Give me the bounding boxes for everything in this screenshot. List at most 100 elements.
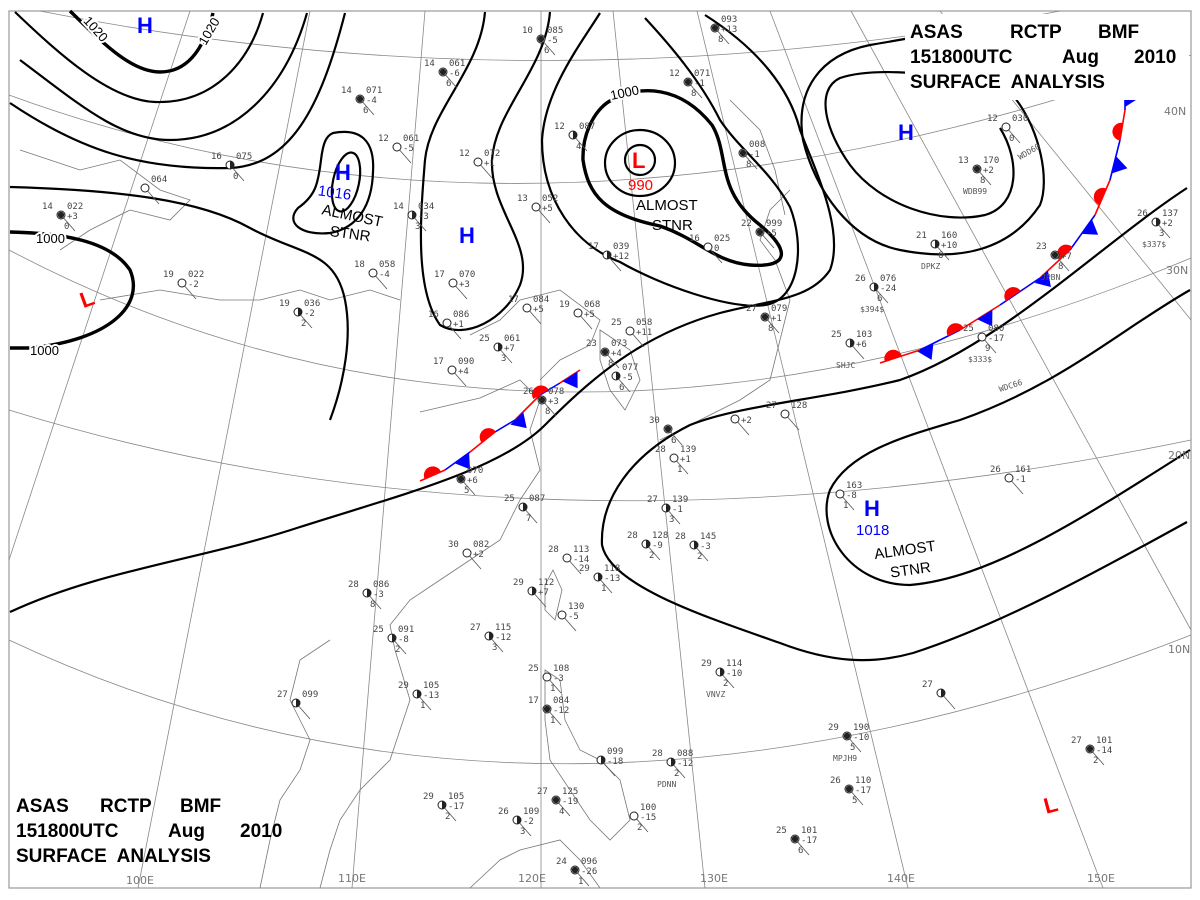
sky-cover-icon [730, 414, 740, 424]
station-plot: 19 068+5 [559, 300, 600, 330]
sky-cover-fill [684, 78, 692, 86]
station-plot: 23 073+48 [586, 339, 627, 369]
station-pressure: 082 [473, 540, 489, 550]
isobar [800, 28, 1045, 256]
sky-cover-fill [537, 35, 545, 43]
station-id: WDB99 [963, 187, 987, 196]
sky-cover-icon [447, 365, 457, 375]
station-plot: 27 128 [766, 401, 807, 431]
sky-cover-icon [629, 811, 639, 821]
stationary-front [419, 369, 581, 482]
sky-cover-fill [935, 240, 939, 248]
station-plot: 28 128-92 [627, 531, 668, 561]
station-pressure: 086 [453, 310, 469, 320]
sky-cover-fill [356, 95, 364, 103]
station-value: 5 [464, 486, 469, 496]
header-top-right: ASAS RCTP BMF 151800UTC Aug 2010 SURFACE… [905, 14, 1189, 100]
sky-cover-icon [473, 157, 483, 167]
sky-cover-fill [57, 211, 65, 219]
station-value: 7 [526, 514, 531, 524]
isobars [9, 9, 1191, 662]
station-plot: 26 137+23$337$ [1137, 209, 1178, 249]
station-plot: 27 125-194 [537, 787, 578, 817]
station-plot: 29 105-131 [398, 681, 439, 711]
stationarity-note: STNR [889, 559, 932, 582]
station-temperature: 29 [579, 564, 590, 574]
station-pressure: 068 [584, 300, 600, 310]
station-tendency: -14 [1096, 746, 1112, 756]
sky-cover-fill [298, 308, 302, 316]
station-temperature: 29 [398, 681, 409, 691]
station-tendency: +13 [721, 25, 737, 35]
latitude-label: 20N [1168, 449, 1190, 462]
header-product: ASAS [910, 22, 963, 43]
station-value: 3 [520, 827, 525, 837]
station-value: 2 [1093, 756, 1098, 766]
station-tendency: +7 [1061, 252, 1072, 262]
warm-front-semicircle [884, 349, 902, 362]
station-value: 6 [363, 106, 368, 116]
station-tendency: -8 [846, 491, 857, 501]
station-temperature: 29 [513, 578, 524, 588]
sky-cover-fill [498, 343, 502, 351]
station-tendency: +5 [533, 305, 544, 315]
station-plot: 30 082+2 [448, 540, 489, 570]
station-plot: 26 078+38 [523, 387, 564, 417]
station-plot: 27 [922, 680, 956, 710]
low-value: 990 [628, 177, 653, 194]
station-tendency: -3 [700, 542, 711, 552]
station-pressure: 087 [579, 122, 595, 132]
sky-cover-fill [711, 24, 719, 32]
meridian-110e [351, 10, 426, 889]
station-id: PDNN [657, 780, 676, 789]
station-id: $333$ [968, 355, 992, 364]
sky-cover-fill [392, 634, 396, 642]
station-pressure: 105 [448, 792, 464, 802]
cold-front-triangle [1111, 156, 1128, 174]
station-id: DPKZ [921, 262, 940, 271]
station-plot: 130-5 [557, 602, 584, 632]
station-tendency: +1 [453, 320, 464, 330]
station-pressure: 070 [467, 466, 483, 476]
station-temperature: 30 [448, 540, 459, 550]
sky-cover-icon [573, 308, 583, 318]
station-value: 3 [501, 354, 506, 364]
station-plot: 093+138 [710, 15, 737, 45]
coastline-taiwan [544, 569, 563, 621]
header-bottom-left: ASAS RCTP BMF 151800UTC Aug 2010 SURFACE… [16, 796, 282, 867]
station-pressure: 078 [548, 387, 564, 397]
cold-front-triangle [1034, 270, 1051, 287]
station-value: 3 [669, 515, 674, 525]
station-tendency: -1 [672, 505, 683, 515]
station-plot: 077-56 [611, 363, 638, 393]
cold-front-triangle [454, 452, 470, 470]
station-tendency: -9 [652, 541, 663, 551]
station-value: 5 [852, 796, 857, 806]
sky-cover-fill [666, 504, 670, 512]
station-pressure: 099 [607, 747, 623, 757]
isobar-1020 [68, 9, 215, 74]
station-pressure: 101 [1096, 736, 1112, 746]
station-pressure: 086 [373, 580, 389, 590]
station-plot: 17 084+5 [508, 295, 549, 325]
station-plot: 25 103+6 SHJC [831, 330, 872, 370]
meridian-150e [769, 10, 1104, 889]
sky-cover-icon [177, 278, 187, 288]
station-plot: 100-152 [629, 803, 656, 833]
station-pressure: 061 [403, 134, 419, 144]
station-value: 4 [559, 807, 564, 817]
coastline-borneo [469, 839, 601, 889]
station-temperature: 27 [537, 787, 548, 797]
station-temperature: 17 [508, 295, 519, 305]
station-temperature: 19 [279, 299, 290, 309]
station-value: 8 [980, 176, 985, 186]
station-plot: 13 052+5 [517, 194, 558, 224]
station-temperature: 25 [479, 334, 490, 344]
station-value: 2 [674, 769, 679, 779]
station-value: 8 [608, 359, 613, 369]
station-id: $337$ [1142, 240, 1166, 249]
station-plot: +2 [730, 414, 752, 436]
